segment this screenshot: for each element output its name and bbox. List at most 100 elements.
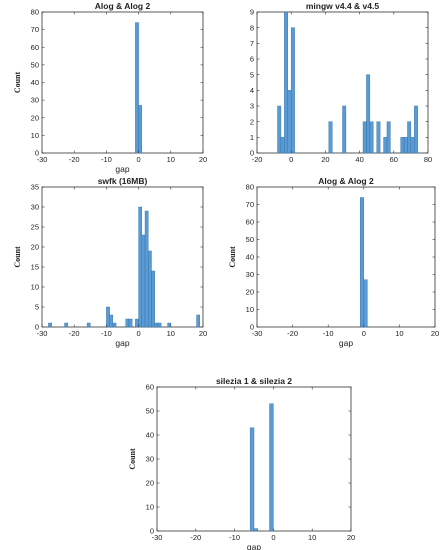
y-tick-label: 50 (246, 235, 254, 244)
histogram-bar (135, 318, 139, 328)
histogram-bar (376, 121, 381, 154)
x-axis-label: gap (115, 164, 129, 174)
y-axis-label: Count (13, 246, 22, 268)
plot-area (41, 11, 204, 154)
histogram-bar (112, 322, 117, 328)
histogram-bar (291, 27, 295, 154)
histogram-bar (125, 318, 130, 328)
y-tick-label: 30 (146, 455, 154, 464)
histogram-bar (342, 105, 347, 154)
chart-title: silezia 1 & silezia 2 (216, 376, 292, 386)
y-tick-label: 50 (146, 407, 154, 416)
y-tick-label: 20 (31, 243, 39, 252)
histogram-bar (383, 137, 388, 154)
histogram-bar (280, 137, 285, 154)
y-tick-label: 5 (35, 303, 39, 312)
y-tick-label: 70 (31, 25, 39, 34)
histogram-bar (287, 90, 292, 154)
x-tick-label: 20 (431, 329, 439, 338)
y-tick-label: 30 (246, 270, 254, 279)
x-tick-label: 40 (355, 155, 363, 164)
y-tick-label: 35 (31, 183, 39, 192)
histogram-bar (109, 314, 114, 328)
x-tick-label: -10 (323, 329, 334, 338)
y-tick-label: 30 (31, 203, 39, 212)
y-tick-label: 40 (146, 431, 154, 440)
histogram-bar (48, 322, 52, 328)
y-tick-label: 10 (246, 305, 254, 314)
x-axis-label: gap (115, 338, 129, 348)
y-tick-label: 60 (31, 43, 39, 52)
histogram-bar (154, 322, 159, 328)
x-tick-label: 10 (167, 155, 175, 164)
y-tick-label: 80 (31, 8, 39, 17)
y-tick-label: 80 (246, 183, 254, 192)
histogram-bar (410, 137, 415, 154)
histogram-bar (414, 105, 418, 154)
x-axis-label: gap (247, 542, 261, 550)
y-tick-label: 4 (250, 86, 254, 95)
x-tick-label: 0 (362, 329, 366, 338)
y-axis-label: Count (228, 246, 237, 268)
y-tick-label: 3 (250, 102, 254, 111)
histogram-bar (362, 121, 367, 154)
y-tick-label: 25 (31, 223, 39, 232)
y-tick-label: 10 (31, 131, 39, 140)
plot-area (41, 186, 204, 328)
y-tick-label: 7 (250, 39, 254, 48)
histogram-panel-3: -30 -20 -10 0 10 20 0 5 10 15 20 25 30 35 swfk (16MB) g… (13, 176, 207, 348)
x-tick-label: -10 (101, 329, 112, 338)
histogram-bar (106, 306, 110, 328)
histogram-bar (138, 206, 143, 328)
y-tick-label: 6 (250, 55, 254, 64)
histogram-bar (144, 210, 149, 328)
histogram-bar (386, 121, 391, 154)
histogram-bar (369, 121, 374, 154)
y-tick-label: 10 (31, 283, 39, 292)
y-tick-label: 60 (146, 383, 154, 392)
x-tick-label: -20 (190, 533, 201, 542)
x-tick-label: 0 (137, 155, 141, 164)
y-axis-label: Count (128, 448, 137, 470)
x-tick-label: 0 (137, 329, 141, 338)
histogram-bar (138, 105, 143, 154)
x-tick-label: 10 (308, 533, 316, 542)
y-tick-label: 8 (250, 23, 254, 32)
x-tick-label: -20 (69, 155, 80, 164)
y-tick-label: 1 (250, 133, 254, 142)
histogram-bar (400, 137, 405, 154)
x-tick-label: 20 (199, 155, 207, 164)
histogram-bar (157, 322, 162, 328)
histogram-bar (269, 403, 274, 532)
x-axis-label: gap (339, 338, 353, 348)
histogram-bar (360, 197, 364, 328)
y-tick-label: 20 (31, 113, 39, 122)
x-tick-label: 20 (347, 533, 355, 542)
x-tick-label: 0 (289, 155, 293, 164)
x-tick-label: -20 (287, 329, 298, 338)
y-tick-label: 5 (250, 70, 254, 79)
y-tick-label: 0 (250, 149, 254, 158)
y-tick-label: 0 (35, 323, 39, 332)
histogram-bar (148, 250, 152, 328)
y-tick-label: 9 (250, 8, 254, 17)
histogram-bar (407, 121, 412, 154)
y-tick-label: 15 (31, 263, 39, 272)
histogram-panel-5: -30 -20 -10 0 10 20 0 10 20 30 40 50 60 silezia 1 & s… (128, 376, 355, 550)
y-tick-label: 2 (250, 117, 254, 126)
x-tick-label: -10 (229, 533, 240, 542)
x-tick-label: -20 (69, 329, 80, 338)
histogram-bar (284, 11, 288, 154)
chart-title: mingw v4.4 & v4.5 (306, 1, 379, 11)
y-tick-label: 0 (150, 527, 154, 536)
y-tick-label: 30 (31, 96, 39, 105)
histogram-bar (135, 22, 139, 154)
chart-title: Alog & Alog 2 (318, 176, 374, 186)
histogram-bar (277, 105, 282, 154)
y-tick-label: 20 (146, 479, 154, 488)
x-tick-label: 10 (395, 329, 403, 338)
histogram-bar (403, 137, 408, 154)
y-axis-label: Count (13, 71, 22, 93)
